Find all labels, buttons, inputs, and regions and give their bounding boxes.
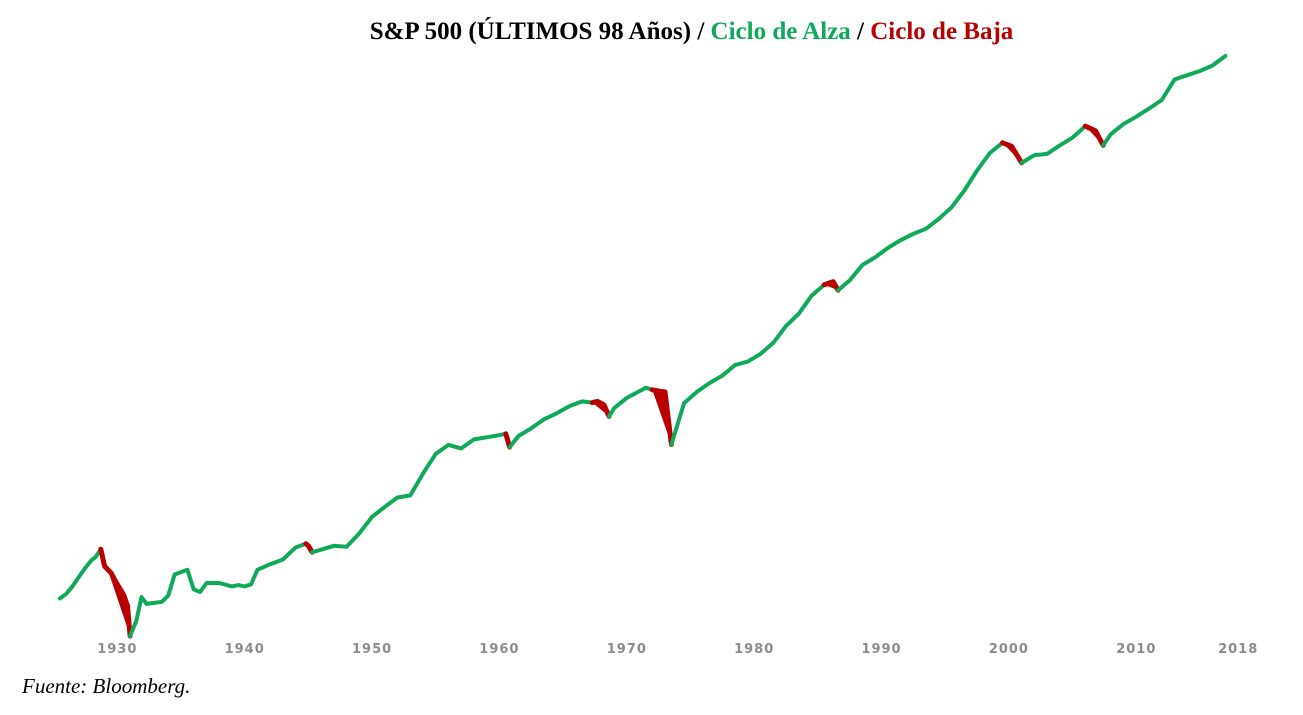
x-tick-label: 2018 <box>1218 642 1258 657</box>
title-separator: / <box>850 18 871 45</box>
bear-cycle-segment <box>1000 140 1025 166</box>
bull-cycle-segment <box>1019 124 1088 165</box>
x-tick-label: 2010 <box>1116 642 1156 657</box>
x-tick-label: 1960 <box>479 642 519 657</box>
bull-cycle-segment <box>507 399 595 450</box>
bull-cycle-segment <box>310 431 508 555</box>
x-tick-label: 1970 <box>607 642 647 657</box>
bear-cycle-segment <box>821 279 841 293</box>
x-tick-label: 1940 <box>225 642 265 657</box>
bear-cycle-segment <box>649 387 674 447</box>
x-tick-label: 2000 <box>989 642 1029 657</box>
title-main: S&P 500 (ÚLTIMOS 98 Años) <box>369 18 692 45</box>
bull-cycle-segment <box>1101 54 1228 148</box>
bull-cycle-segment <box>669 282 827 447</box>
legend-bull-label: Ciclo de Alza <box>710 18 851 45</box>
bull-cycle-segment <box>128 541 308 638</box>
bull-cycle-segment <box>607 385 655 419</box>
source-note: Fuente: Bloomberg. <box>22 674 191 698</box>
bull-cycle-segment <box>58 547 103 601</box>
bear-cycle-segment <box>98 546 133 639</box>
bull-cycle-segment <box>836 140 1005 293</box>
x-tick-label: 1990 <box>861 642 901 657</box>
bear-cycle-segment <box>1082 123 1106 148</box>
x-tick-label: 1950 <box>352 642 392 657</box>
bear-cycle-segment <box>589 398 612 419</box>
x-tick-label: 1980 <box>734 642 774 657</box>
chart-title: S&P 500 (ÚLTIMOS 98 Años) / Ciclo de Alz… <box>0 18 1303 46</box>
legend-bear-label: Ciclo de Baja <box>870 18 1014 45</box>
bear-cycle-segment <box>303 541 315 555</box>
x-tick-label: 1930 <box>97 642 137 657</box>
title-separator: / <box>691 18 711 45</box>
